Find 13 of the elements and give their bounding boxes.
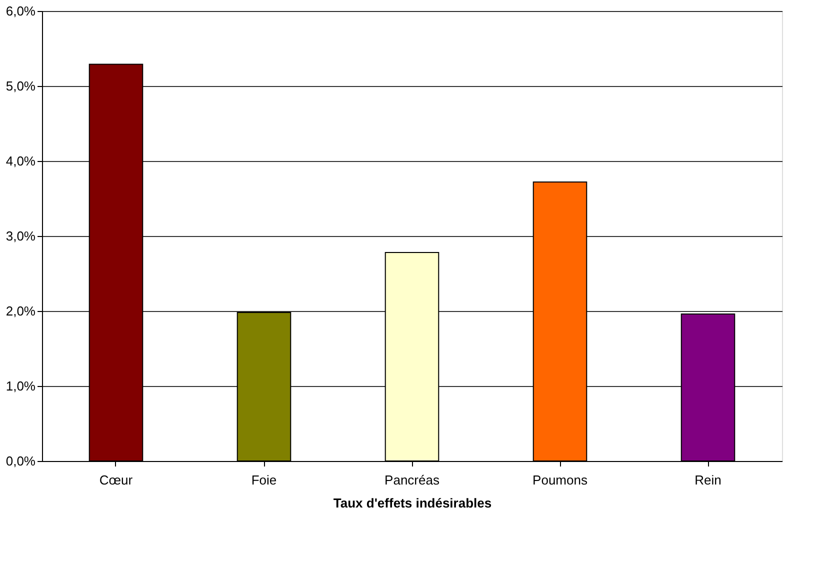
y-tick-label: 6,0%	[6, 4, 36, 18]
x-tick-label: Foie	[251, 472, 277, 488]
y-tick-label: 3,0%	[6, 228, 36, 244]
x-tick-label: Poumons	[532, 472, 588, 488]
x-tick-label: Cœur	[99, 472, 134, 488]
x-tick-label: Pancréas	[384, 472, 440, 488]
y-tick-label: 4,0%	[6, 154, 36, 168]
y-tick-label: 2,0%	[6, 304, 36, 318]
x-tick-label: Rein	[694, 472, 722, 488]
x-axis-title: Taux d'effets indésirables	[333, 496, 492, 510]
y-tick-label: 5,0%	[6, 78, 36, 94]
y-tick-label: 0,0%	[6, 454, 36, 468]
y-tick-label: 1,0%	[6, 378, 36, 394]
